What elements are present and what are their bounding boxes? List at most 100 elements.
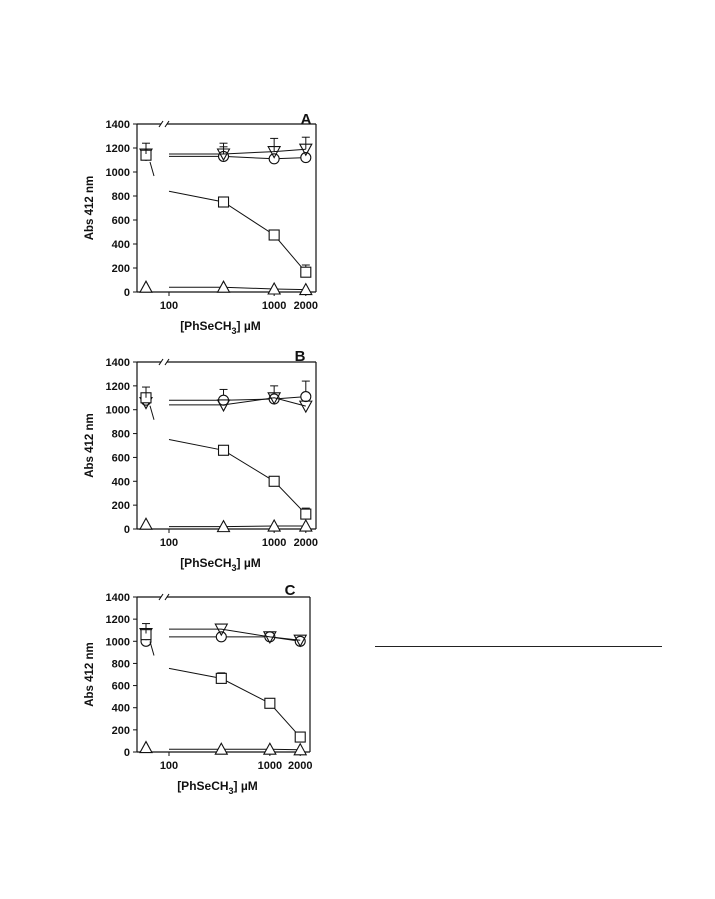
data-point-inverted-triangle bbox=[216, 399, 231, 413]
y-tick-label: 200 bbox=[112, 500, 130, 512]
data-point-triangle bbox=[293, 742, 308, 756]
axis-break-mark bbox=[158, 120, 164, 128]
control-leader-line bbox=[149, 405, 155, 420]
control-point-triangle bbox=[139, 517, 153, 530]
y-tick-label: 0 bbox=[124, 524, 130, 536]
data-point-square bbox=[294, 731, 306, 743]
series-line bbox=[169, 155, 306, 160]
y-axis-label: Abs 412 nm bbox=[84, 413, 96, 478]
x-tick-label: 100 bbox=[160, 760, 178, 772]
series-line bbox=[169, 148, 306, 155]
data-point-inverted-triangle bbox=[298, 400, 313, 414]
x-tick-label: 2000 bbox=[288, 760, 312, 772]
series-line bbox=[168, 439, 307, 515]
y-tick-label: 800 bbox=[112, 191, 130, 203]
axis-break-mark bbox=[158, 593, 164, 601]
data-point-inverted-triangle bbox=[298, 143, 313, 157]
y-tick-label: 800 bbox=[112, 658, 130, 670]
series-line bbox=[169, 636, 301, 642]
y-tick-label: 600 bbox=[112, 452, 130, 464]
separator-rule bbox=[375, 646, 662, 647]
series-line bbox=[169, 525, 306, 528]
y-tick-label: 1200 bbox=[106, 614, 130, 626]
data-point-triangle bbox=[262, 742, 277, 755]
data-point-inverted-triangle bbox=[267, 146, 282, 159]
x-axis-label: [PhSeCH3] µM bbox=[177, 779, 258, 796]
axis-break-mark bbox=[164, 120, 170, 128]
x-tick-label: 2000 bbox=[294, 300, 318, 312]
data-point-circle bbox=[300, 152, 312, 164]
panel-letter: B bbox=[295, 348, 306, 365]
data-point-square bbox=[264, 697, 276, 709]
series-inverted-triangle bbox=[139, 136, 313, 162]
x-tick-label: 1000 bbox=[262, 537, 286, 549]
data-point-square bbox=[300, 266, 312, 278]
x-tick-label: 100 bbox=[160, 537, 178, 549]
series-circle bbox=[140, 380, 312, 406]
data-point-triangle bbox=[216, 280, 231, 293]
data-point-circle bbox=[300, 391, 312, 403]
y-tick-label: 400 bbox=[112, 239, 130, 251]
y-tick-label: 600 bbox=[112, 215, 130, 227]
data-point-triangle bbox=[298, 518, 313, 532]
data-point-square bbox=[268, 229, 280, 241]
y-tick-label: 1200 bbox=[106, 381, 130, 393]
series-line bbox=[168, 190, 307, 273]
y-tick-label: 1000 bbox=[106, 167, 130, 179]
y-tick-label: 1000 bbox=[106, 405, 130, 417]
chart-panel-c: 0 200 400 600 800 1000 1200 1400 100 1000 2000 Abs … bbox=[84, 582, 312, 796]
series-line bbox=[169, 396, 306, 401]
data-point-inverted-triangle bbox=[262, 631, 277, 645]
chart-panel-a: 0 200 400 600 800 1000 1200 1400 100 1000 2000 Abs … bbox=[84, 111, 318, 336]
data-point-triangle bbox=[267, 281, 282, 295]
axis-break-mark bbox=[158, 358, 164, 366]
chart-panel-b: 0 200 400 600 800 1000 1200 1400 100 1000 2000 Abs … bbox=[84, 348, 318, 573]
control-point-triangle bbox=[139, 740, 153, 754]
data-point-square bbox=[215, 672, 227, 684]
data-point-square bbox=[217, 196, 230, 208]
control-leader-line bbox=[149, 641, 155, 656]
series-triangle bbox=[139, 740, 308, 756]
axis-break-mark bbox=[164, 358, 170, 366]
panel-letter: A bbox=[301, 111, 312, 128]
axis-break-mark bbox=[164, 593, 170, 601]
series-circle bbox=[140, 631, 306, 647]
x-tick-label: 100 bbox=[160, 300, 178, 312]
series-triangle bbox=[139, 280, 313, 296]
y-tick-label: 1400 bbox=[106, 119, 130, 131]
y-tick-label: 800 bbox=[112, 429, 130, 441]
data-point-inverted-triangle bbox=[293, 634, 308, 648]
x-tick-label: 1000 bbox=[262, 300, 286, 312]
y-tick-label: 1200 bbox=[106, 143, 130, 155]
series-square bbox=[140, 392, 312, 520]
y-tick-label: 1400 bbox=[106, 357, 130, 369]
panel-letter: C bbox=[285, 582, 296, 599]
y-axis-label: Abs 412 nm bbox=[84, 176, 96, 241]
y-tick-label: 200 bbox=[112, 725, 130, 737]
data-point-circle bbox=[215, 631, 227, 643]
y-tick-label: 0 bbox=[124, 287, 130, 299]
data-point-square bbox=[217, 444, 230, 456]
series-line bbox=[169, 748, 301, 751]
data-point-triangle bbox=[267, 518, 282, 532]
y-tick-label: 400 bbox=[112, 476, 130, 488]
data-point-inverted-triangle bbox=[267, 392, 282, 405]
data-point-triangle bbox=[214, 742, 229, 755]
y-tick-label: 600 bbox=[112, 681, 130, 693]
control-point-triangle bbox=[139, 280, 153, 293]
y-tick-label: 0 bbox=[124, 747, 130, 759]
series-line bbox=[169, 397, 306, 407]
y-tick-label: 1000 bbox=[106, 636, 130, 648]
y-tick-label: 200 bbox=[112, 263, 130, 275]
data-point-inverted-triangle bbox=[216, 148, 231, 162]
data-point-triangle bbox=[216, 519, 231, 533]
x-axis-label: [PhSeCH3] µM bbox=[180, 319, 261, 336]
data-point-circle bbox=[268, 153, 280, 165]
data-point-square bbox=[300, 508, 312, 520]
data-point-triangle bbox=[298, 282, 313, 296]
control-leader-line bbox=[149, 161, 155, 177]
data-point-circle bbox=[294, 635, 306, 647]
x-tick-label: 1000 bbox=[258, 760, 282, 772]
